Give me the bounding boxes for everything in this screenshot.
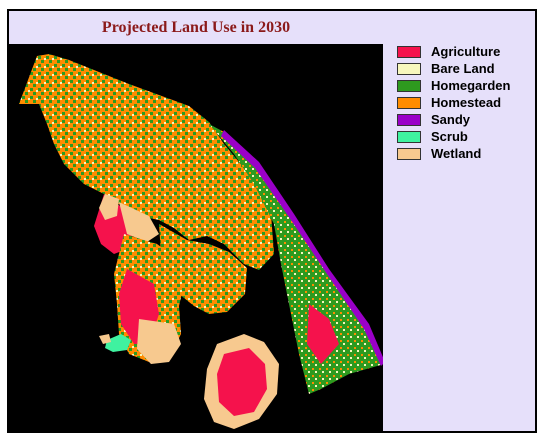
- legend-item-wetland: Wetland: [397, 145, 510, 162]
- swatch-scrub: [397, 130, 421, 143]
- region-north-wetland: [119, 202, 159, 242]
- legend-item-bare-land: Bare Land: [397, 60, 510, 77]
- legend-item-homegarden: Homegarden: [397, 77, 510, 94]
- swatch-wetland: [397, 147, 421, 160]
- legend-label: Sandy: [431, 112, 471, 127]
- region-scrub-islet-2: [99, 334, 111, 344]
- legend-label: Wetland: [431, 146, 482, 161]
- region-wetland-patch: [99, 194, 119, 220]
- region-south-island-red: [217, 348, 267, 416]
- legend-label: Agriculture: [431, 44, 501, 59]
- swatch-agriculture: [397, 45, 421, 58]
- swatch-homegarden: [397, 79, 421, 92]
- map-frame: Projected Land Use in 2030: [7, 9, 537, 433]
- swatch-bare-land: [397, 62, 421, 75]
- map-canvas: [9, 44, 383, 431]
- legend-item-sandy: Sandy: [397, 111, 510, 128]
- legend-label: Homegarden: [431, 78, 511, 93]
- region-east-coast: [209, 124, 383, 394]
- legend-item-homestead: Homestead: [397, 94, 510, 111]
- map-title: Projected Land Use in 2030: [101, 19, 291, 36]
- land-use-map: [19, 54, 383, 429]
- swatch-sandy: [397, 113, 421, 126]
- region-east-coast-red: [307, 304, 339, 364]
- region-north: [19, 54, 274, 270]
- swatch-homestead: [397, 96, 421, 109]
- legend-label: Bare Land: [431, 61, 495, 76]
- legend-label: Homestead: [431, 95, 502, 110]
- legend-label: Scrub: [431, 129, 468, 144]
- region-scrub-islet: [105, 334, 131, 352]
- legend-item-scrub: Scrub: [397, 128, 510, 145]
- legend-item-agriculture: Agriculture: [397, 43, 510, 60]
- legend: Agriculture Bare Land Homegarden Homeste…: [397, 43, 510, 162]
- title-bar: Projected Land Use in 2030: [9, 11, 383, 44]
- region-west-wetland: [137, 319, 181, 364]
